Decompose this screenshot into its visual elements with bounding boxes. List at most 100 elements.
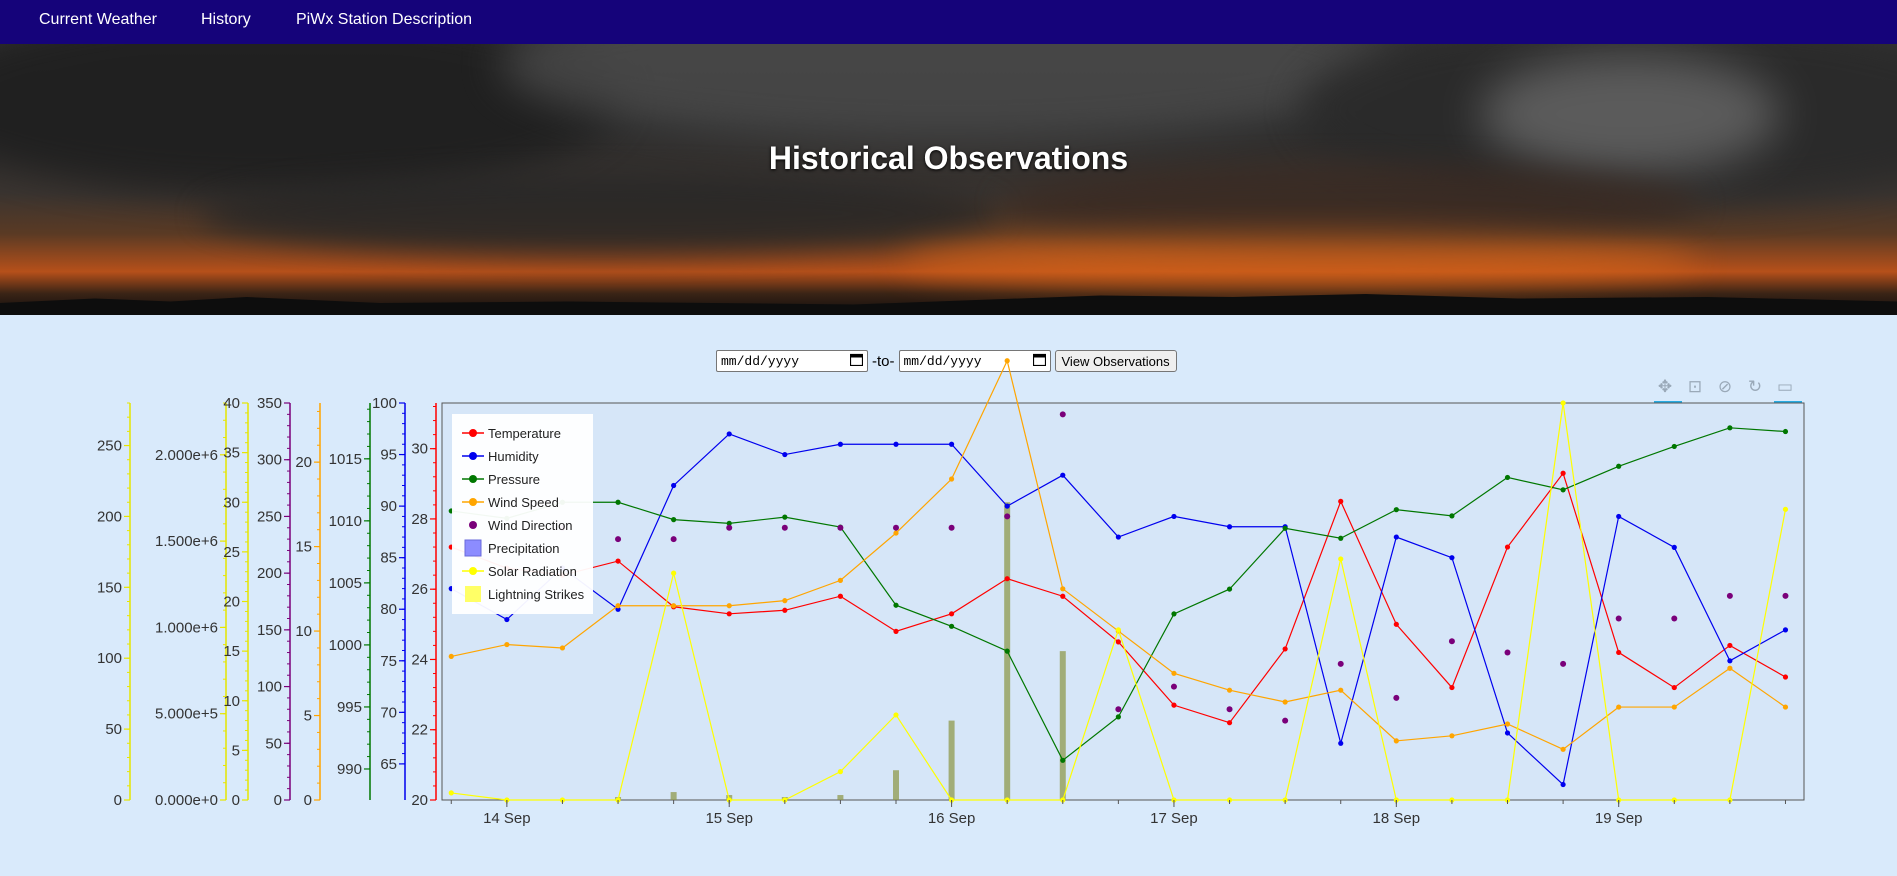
nav-current-weather[interactable]: Current Weather bbox=[39, 11, 157, 28]
data-point bbox=[448, 653, 454, 660]
data-point bbox=[1282, 524, 1288, 530]
y-tick-label: 30 bbox=[223, 494, 240, 511]
data-point bbox=[1726, 592, 1733, 599]
data-point bbox=[726, 431, 732, 437]
data-point bbox=[1004, 797, 1010, 803]
y-tick-label: 20 bbox=[295, 454, 312, 471]
data-point bbox=[893, 441, 899, 447]
y-axis-precipitation: 0 5 10 15 20 25 30 35 40 bbox=[223, 395, 249, 809]
data-point bbox=[893, 628, 899, 634]
data-point bbox=[1282, 797, 1288, 803]
data-point bbox=[1782, 592, 1789, 599]
top-nav: Current Weather History PiWx Station Des… bbox=[0, 0, 1897, 44]
y-tick-label: 70 bbox=[380, 704, 397, 721]
start-date-input[interactable]: mm/dd/yyyy bbox=[716, 350, 868, 372]
data-point bbox=[559, 565, 566, 571]
calendar-icon[interactable] bbox=[849, 353, 864, 370]
end-date-placeholder: mm/dd/yyyy bbox=[903, 353, 982, 369]
series-wind-direction bbox=[559, 411, 1789, 724]
data-point bbox=[1727, 425, 1733, 431]
view-observations-button[interactable]: View Observations bbox=[1054, 350, 1177, 372]
y-tick-label: 150 bbox=[257, 622, 282, 639]
data-point bbox=[726, 520, 732, 526]
data-point bbox=[615, 499, 621, 505]
data-point bbox=[948, 441, 955, 447]
nav-station-description[interactable]: PiWx Station Description bbox=[296, 11, 473, 28]
chart-legend bbox=[452, 414, 593, 614]
data-point bbox=[671, 603, 677, 609]
legend-label: Wind Speed bbox=[488, 495, 559, 510]
y-tick-label: 25 bbox=[223, 544, 240, 561]
precipitation-bar bbox=[948, 720, 955, 800]
data-point bbox=[1060, 593, 1066, 599]
legend-item-wind-direction: Wind Direction bbox=[469, 518, 573, 533]
data-point bbox=[1059, 411, 1066, 418]
end-date-input[interactable]: mm/dd/yyyy bbox=[898, 350, 1051, 372]
precipitation-bar bbox=[837, 795, 844, 800]
y-tick-label: 10 bbox=[223, 693, 240, 710]
data-point bbox=[893, 602, 899, 608]
data-point bbox=[1226, 524, 1233, 530]
data-point bbox=[781, 524, 788, 531]
data-point bbox=[1616, 797, 1622, 803]
legend-item-temperature: Temperature bbox=[462, 426, 561, 441]
data-point bbox=[1338, 498, 1344, 504]
y-tick-label: 5.000e+5 bbox=[155, 706, 218, 723]
y-tick-label: 26 bbox=[411, 581, 428, 598]
y-axis-wind-direction: 0 50 100 150 200 250 300 350 bbox=[257, 395, 291, 809]
data-point bbox=[1115, 534, 1121, 540]
data-point bbox=[1226, 720, 1233, 726]
pan-icon[interactable]: ✥ bbox=[1657, 377, 1673, 396]
data-point bbox=[1338, 687, 1344, 693]
y-tick-label: 100 bbox=[257, 679, 282, 696]
data-point bbox=[504, 616, 510, 623]
data-point bbox=[1671, 704, 1677, 710]
data-point bbox=[1727, 797, 1733, 803]
data-point bbox=[1338, 556, 1344, 562]
series-line bbox=[451, 402, 1787, 801]
nav-history[interactable]: History bbox=[201, 11, 251, 28]
reset-icon[interactable]: ↻ bbox=[1747, 377, 1763, 396]
hover-icon[interactable]: ▭ bbox=[1776, 377, 1794, 396]
start-date-placeholder: mm/dd/yyyy bbox=[721, 353, 800, 369]
legend-item-precipitation: Precipitation bbox=[464, 539, 560, 557]
data-point bbox=[1337, 660, 1344, 667]
y-tick-label: 200 bbox=[257, 565, 282, 582]
box-zoom-icon[interactable]: ⊡ bbox=[1687, 377, 1703, 396]
calendar-icon[interactable] bbox=[1032, 353, 1046, 370]
wheel-zoom-icon[interactable]: ⊘ bbox=[1717, 377, 1733, 396]
legend-glyph-square bbox=[464, 539, 482, 557]
data-point bbox=[670, 536, 677, 543]
data-point bbox=[1115, 627, 1121, 633]
y-tick-label: 1.500e+6 bbox=[155, 533, 218, 550]
y-tick-label: 1015 bbox=[329, 451, 362, 468]
data-point bbox=[559, 572, 566, 578]
data-point bbox=[1171, 797, 1177, 803]
y-tick-label: 0 bbox=[114, 792, 122, 809]
y-tick-label: 0 bbox=[304, 792, 312, 809]
legend-glyph-square bbox=[465, 586, 481, 602]
data-point bbox=[948, 623, 955, 629]
y-tick-label: 50 bbox=[265, 735, 282, 752]
data-point bbox=[1393, 507, 1399, 513]
data-point bbox=[1449, 684, 1455, 691]
data-point bbox=[782, 607, 788, 613]
data-point bbox=[1115, 628, 1121, 634]
legend-item-pressure: Pressure bbox=[462, 472, 540, 487]
data-point bbox=[1616, 463, 1622, 469]
series-line bbox=[451, 471, 1786, 724]
data-point bbox=[1004, 503, 1010, 509]
legend-label: Temperature bbox=[488, 426, 561, 441]
date-separator: -to- bbox=[872, 352, 895, 370]
data-point bbox=[1560, 487, 1566, 493]
data-point bbox=[1727, 658, 1733, 664]
data-point bbox=[1560, 781, 1566, 788]
legend-label: Lightning Strikes bbox=[488, 587, 585, 602]
series-pressure bbox=[448, 425, 1789, 763]
legend-label: Precipitation bbox=[488, 541, 560, 556]
y-tick-label: 995 bbox=[337, 699, 362, 716]
data-point bbox=[615, 536, 622, 543]
data-point bbox=[1782, 674, 1789, 680]
y-axis-temperature: 20 22 24 26 28 30 bbox=[411, 403, 437, 809]
y-axis-pressure: 990 995 1000 1005 1010 1015 bbox=[329, 403, 371, 800]
